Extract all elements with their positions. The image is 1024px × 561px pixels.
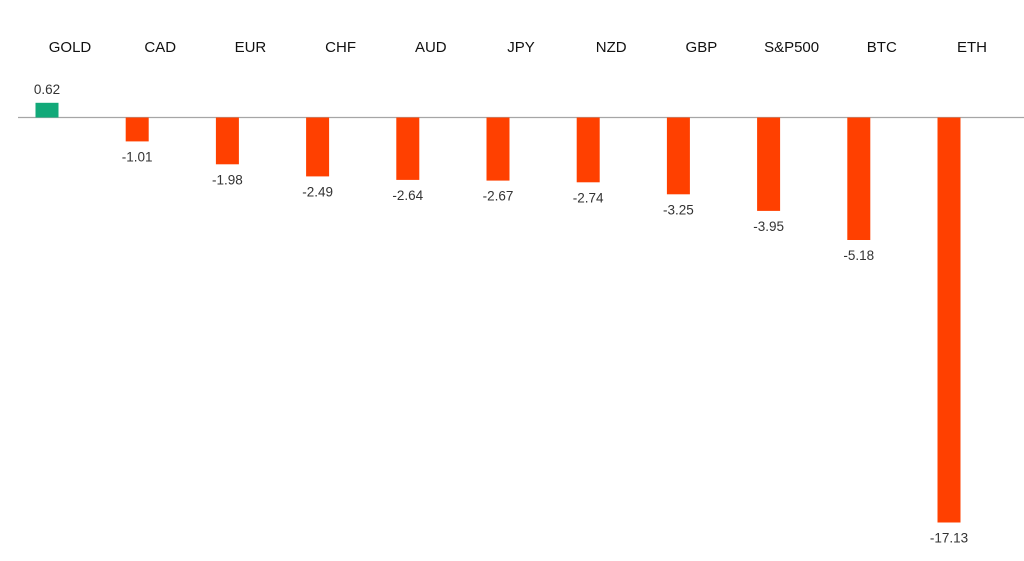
value-label-cad: -1.01 (122, 149, 153, 164)
value-label-btc: -5.18 (843, 248, 874, 263)
value-label-eth: -17.13 (930, 531, 968, 546)
bar-chf (306, 117, 330, 177)
bar-cad (125, 117, 149, 142)
category-label-eur: EUR (235, 39, 267, 56)
category-label-sp500: S&P500 (764, 39, 819, 56)
bar-nzd (576, 117, 600, 183)
category-label-eth: ETH (957, 39, 987, 56)
category-label-btc: BTC (867, 39, 897, 56)
category-label-aud: AUD (415, 39, 447, 56)
value-label-nzd: -2.74 (573, 190, 604, 205)
bar-aud (396, 117, 420, 180)
bar-sp500 (757, 117, 781, 211)
category-label-nzd: NZD (596, 39, 627, 56)
bar-gold (35, 102, 59, 118)
bar-eur (215, 117, 239, 165)
value-label-sp500: -3.95 (753, 219, 784, 234)
value-label-gbp: -3.25 (663, 202, 694, 217)
bar-eth (937, 117, 961, 523)
category-label-cad: CAD (144, 39, 176, 56)
value-label-chf: -2.49 (302, 184, 333, 199)
category-label-jpy: JPY (507, 39, 535, 56)
value-label-gold: 0.62 (34, 82, 60, 97)
value-label-jpy: -2.67 (483, 189, 514, 204)
value-label-aud: -2.64 (392, 188, 423, 203)
bar-btc (847, 117, 871, 240)
value-label-eur: -1.98 (212, 172, 243, 187)
category-label-gold: GOLD (49, 39, 92, 56)
category-label-chf: CHF (325, 39, 356, 56)
bar-gbp (666, 117, 690, 195)
category-label-gbp: GBP (686, 39, 718, 56)
bar-jpy (486, 117, 510, 181)
